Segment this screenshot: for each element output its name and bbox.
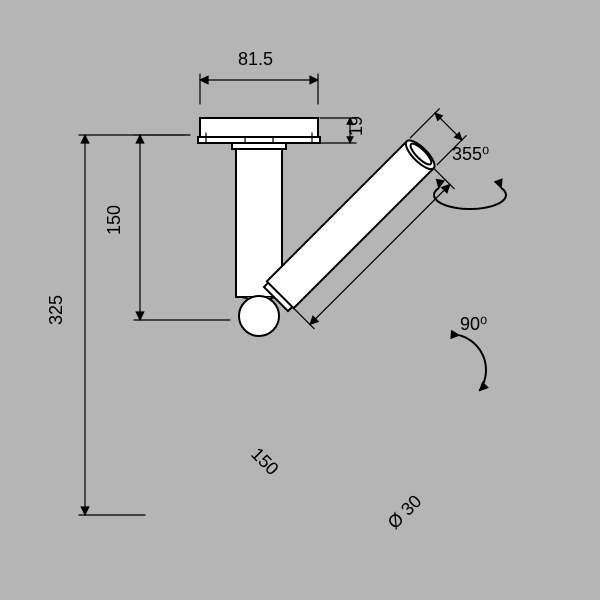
technical-drawing: 81.519150Ø 30325150355⁰90⁰ bbox=[0, 0, 600, 600]
dim-mount-height: 19 bbox=[346, 116, 366, 136]
joint bbox=[239, 296, 279, 336]
rotation-vertical-label: 90⁰ bbox=[460, 314, 487, 334]
dim-overall-height: 325 bbox=[46, 295, 66, 325]
dim-top-width: 81.5 bbox=[238, 49, 273, 69]
dim-stem-height: 150 bbox=[104, 205, 124, 235]
rotation-horizontal-label: 355⁰ bbox=[452, 144, 489, 164]
